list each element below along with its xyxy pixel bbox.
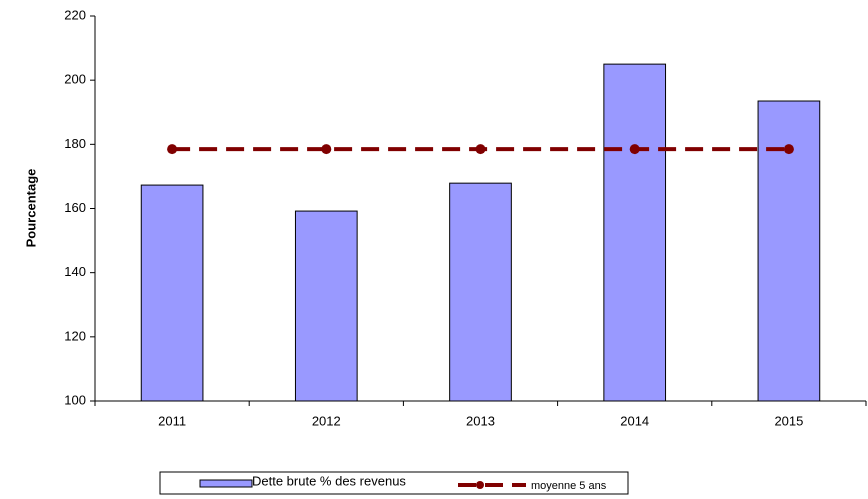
bar	[140, 184, 204, 402]
x-tick-label: 2013	[466, 413, 495, 428]
y-tick-label: 220	[64, 7, 86, 22]
legend-label: moyenne 5 ans	[531, 480, 607, 492]
y-tick-label: 160	[64, 200, 86, 215]
y-axis-label: Pourcentage	[23, 169, 38, 248]
y-tick-label: 200	[64, 72, 86, 87]
x-tick-label: 2015	[774, 413, 803, 428]
legend-label: Dette brute % des revenus	[252, 473, 406, 488]
line-marker	[475, 144, 486, 155]
line-marker	[321, 144, 332, 155]
y-tick-label: 140	[64, 264, 86, 279]
legend-box	[159, 471, 629, 495]
bar	[603, 63, 667, 402]
legend-marker	[476, 481, 484, 489]
y-tick-label: 100	[64, 392, 86, 407]
bar	[449, 182, 512, 402]
bar	[294, 210, 358, 402]
line-marker	[167, 144, 178, 155]
x-tick-label: 2014	[620, 413, 649, 428]
x-tick-label: 2012	[312, 413, 341, 428]
legend-swatch	[199, 479, 253, 488]
y-tick-label: 120	[64, 328, 86, 343]
line-marker	[629, 144, 640, 155]
line-marker	[783, 144, 794, 155]
x-tick-label: 2011	[158, 413, 186, 428]
y-tick-label: 180	[64, 136, 86, 151]
